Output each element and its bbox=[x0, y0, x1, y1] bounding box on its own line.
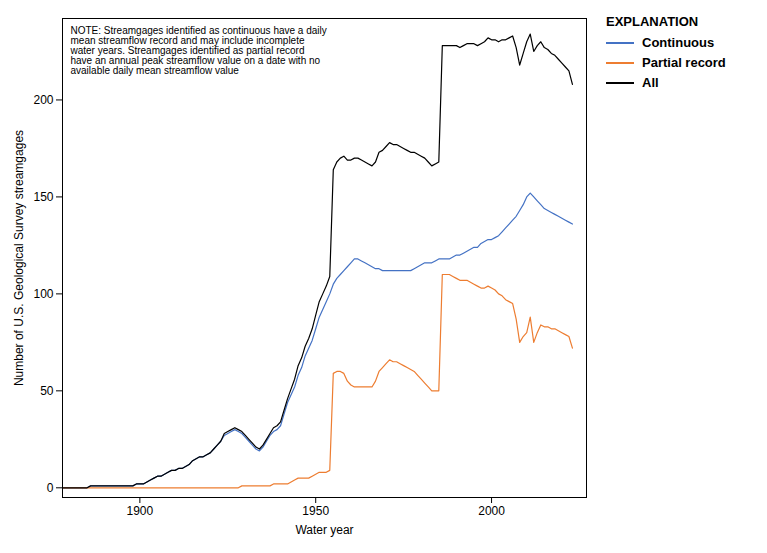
svg-text:0: 0 bbox=[47, 481, 54, 495]
svg-text:2000: 2000 bbox=[478, 504, 505, 518]
svg-text:NOTE: Streamgages identified a: NOTE: Streamgages identified as continuo… bbox=[70, 25, 327, 76]
svg-text:Water year: Water year bbox=[295, 523, 353, 537]
svg-text:1950: 1950 bbox=[302, 504, 329, 518]
svg-text:1900: 1900 bbox=[127, 504, 154, 518]
svg-text:Number of U.S. Geological Surv: Number of U.S. Geological Survey streamg… bbox=[12, 130, 26, 386]
svg-text:50: 50 bbox=[40, 384, 54, 398]
svg-text:200: 200 bbox=[33, 93, 53, 107]
svg-text:100: 100 bbox=[33, 287, 53, 301]
svg-text:150: 150 bbox=[33, 190, 53, 204]
